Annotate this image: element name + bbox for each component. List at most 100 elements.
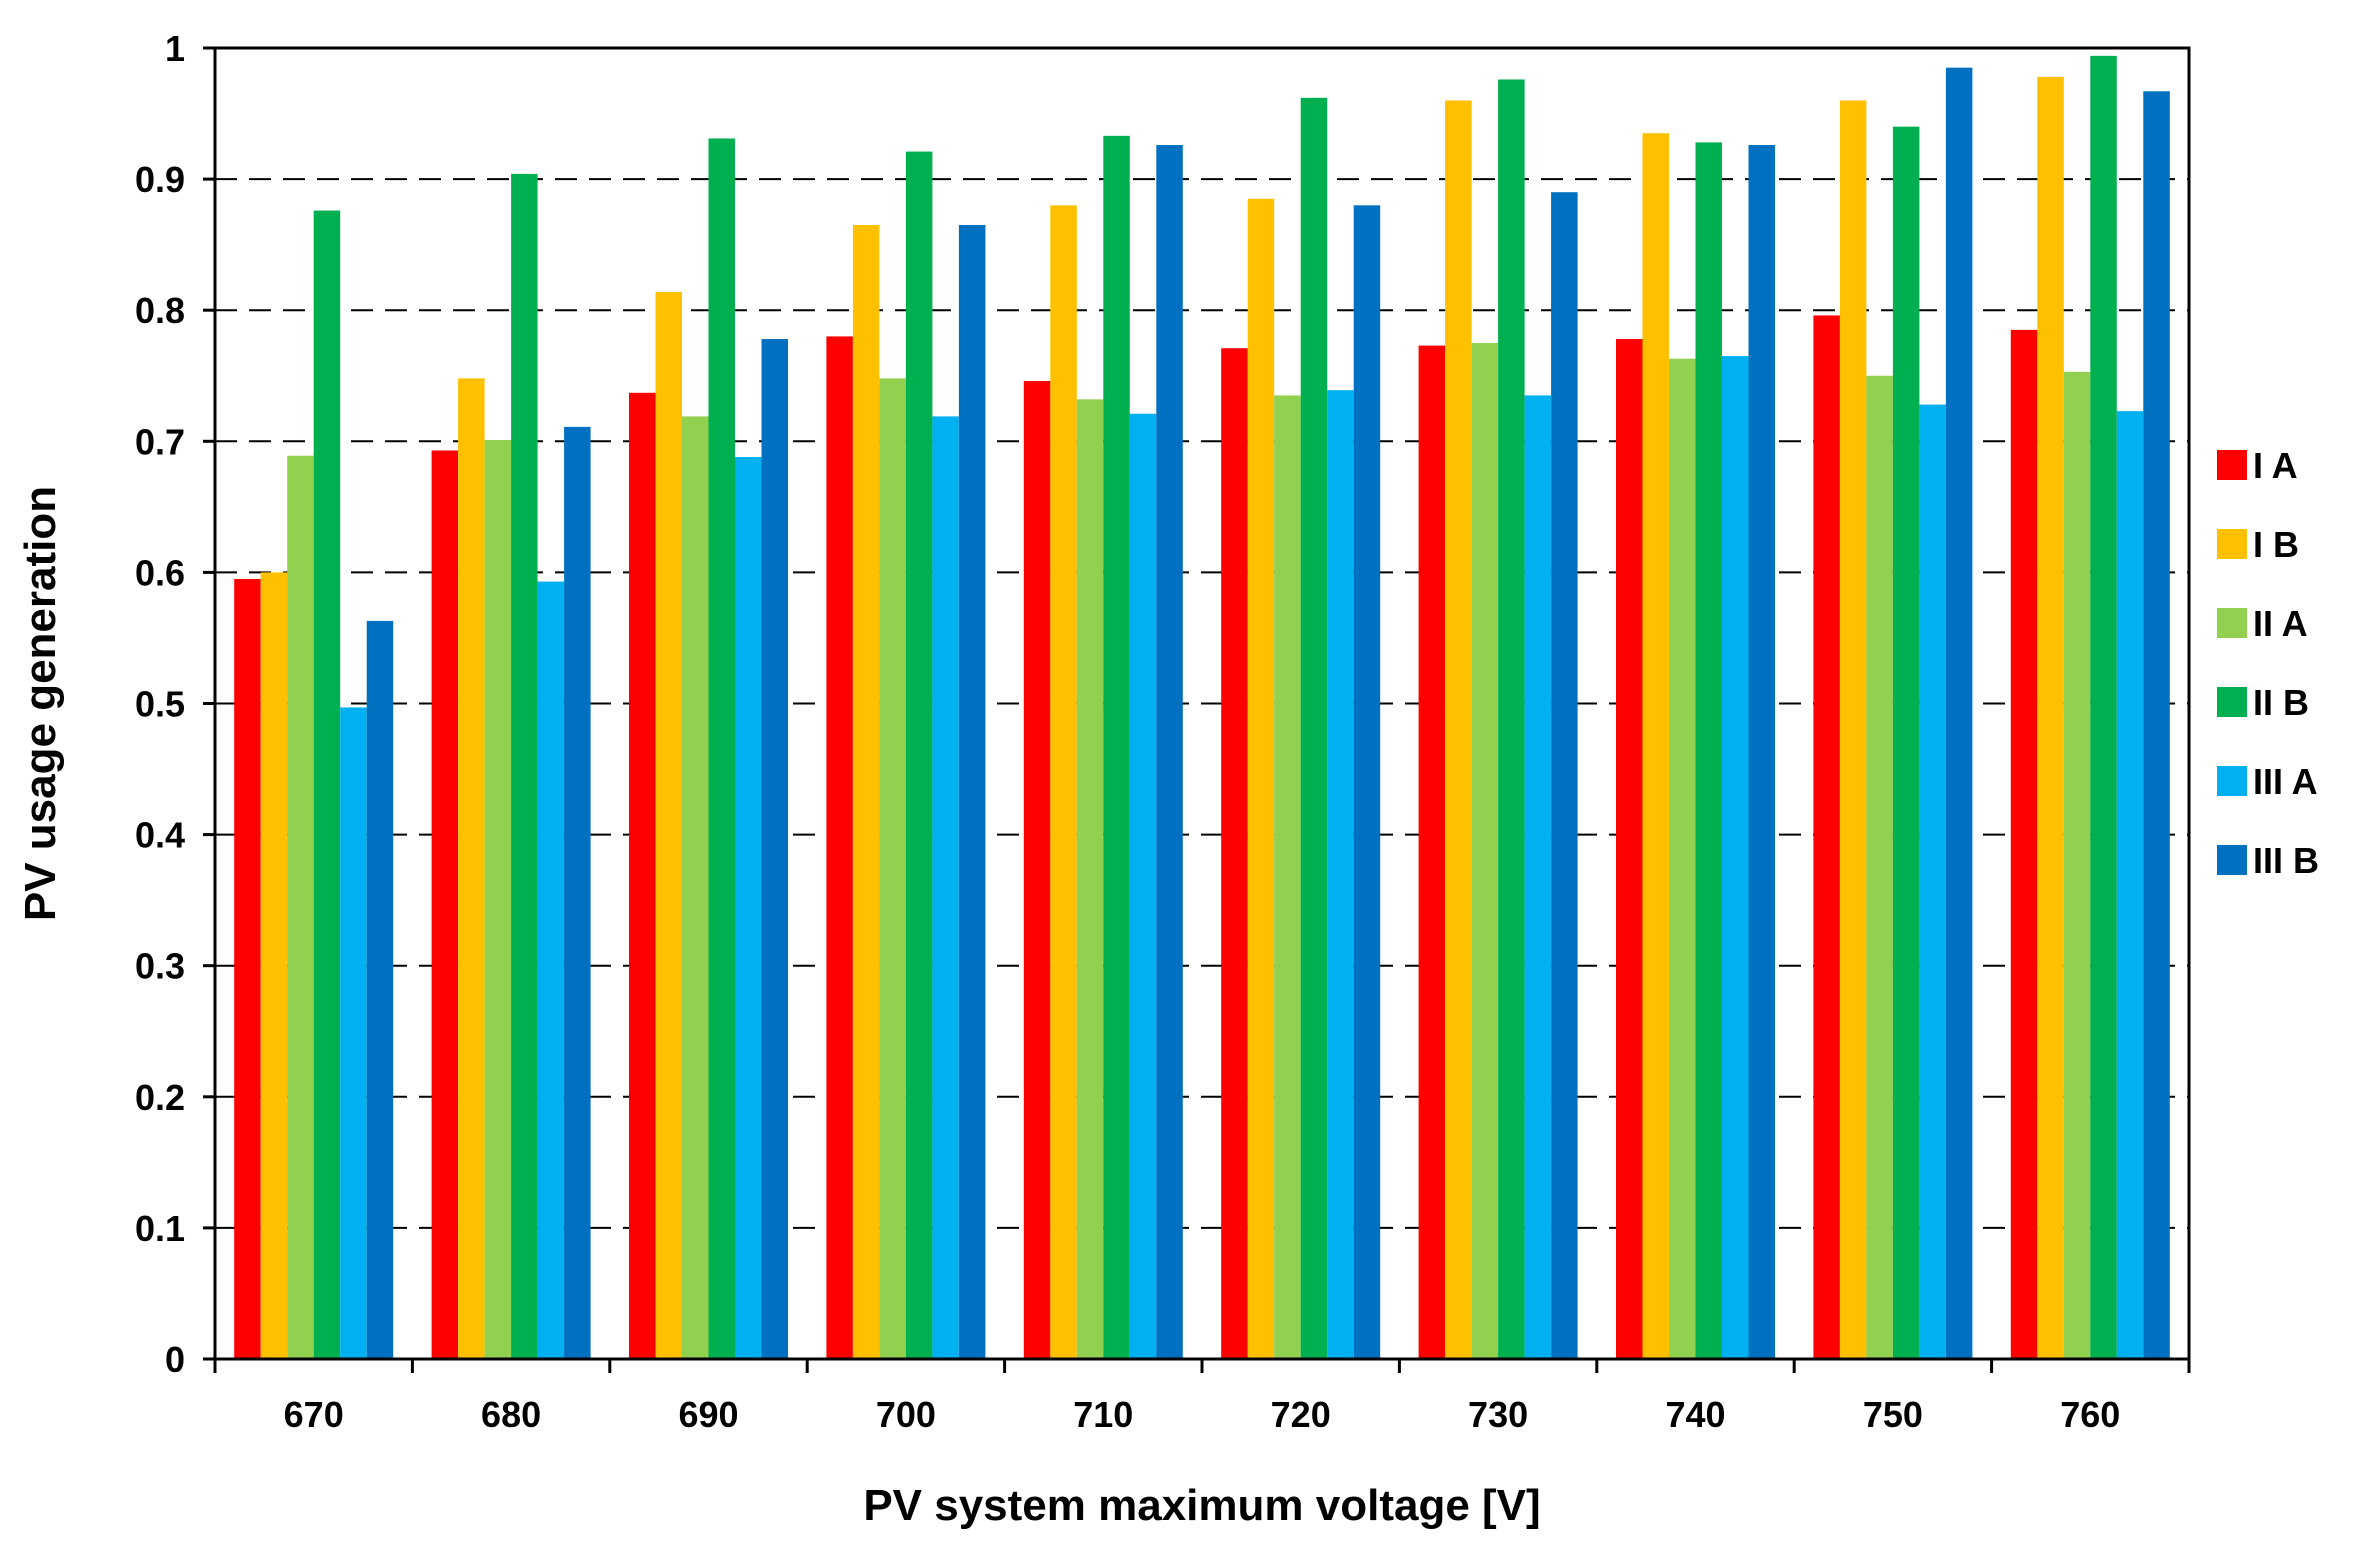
y-tick-label: 1 [165, 28, 185, 69]
bar-ii-b-690 [708, 138, 735, 1360]
bar-ii-b-700 [905, 151, 933, 1360]
bar-iii-b-670 [366, 620, 394, 1359]
bars [234, 55, 2170, 1360]
bar-ii-b-720 [1300, 97, 1328, 1360]
bar-iii-b-720 [1353, 205, 1381, 1359]
x-axis-title: PV system maximum voltage [V] [863, 1481, 1540, 1530]
legend-swatch [2217, 845, 2247, 875]
legend-swatch [2217, 450, 2247, 480]
x-tick-label: 740 [1665, 1394, 1725, 1435]
bar-iii-a-750 [1919, 404, 1946, 1359]
legend-label: I A [2253, 445, 2298, 486]
bar-i-a-730 [1418, 345, 1446, 1359]
y-tick-label: 0.7 [135, 421, 185, 462]
bar-ii-a-750 [1866, 375, 1893, 1359]
bar-iii-a-670 [340, 707, 367, 1359]
y-tick-label: 0.4 [135, 815, 185, 856]
y-axis-title: PV usage generation [16, 486, 65, 921]
bar-ii-b-670 [313, 210, 341, 1360]
y-tick-label: 0.3 [135, 946, 185, 987]
bar-ii-a-700 [879, 378, 906, 1359]
bar-ii-a-710 [1076, 399, 1104, 1359]
legend-label: III B [2253, 840, 2319, 881]
bar-i-b-730 [1445, 100, 1472, 1360]
legend-swatch [2217, 529, 2247, 559]
bar-ii-b-730 [1498, 79, 1525, 1360]
bar-ii-a-730 [1471, 342, 1499, 1360]
bar-i-b-720 [1247, 198, 1275, 1359]
bar-i-a-690 [629, 392, 656, 1360]
bar-i-a-760 [2010, 329, 2038, 1359]
bar-ii-b-750 [1892, 126, 1920, 1359]
bar-ii-a-690 [682, 416, 709, 1359]
x-tick-label: 720 [1271, 1394, 1331, 1435]
x-tick-label: 700 [876, 1394, 936, 1435]
bar-iii-b-700 [958, 224, 986, 1360]
bar-iii-b-750 [1945, 67, 1973, 1359]
bar-iii-a-720 [1327, 390, 1354, 1359]
bar-iii-a-690 [735, 457, 762, 1360]
bar-ii-b-760 [2090, 55, 2117, 1360]
x-tick-label: 680 [481, 1394, 541, 1435]
bar-i-b-760 [2037, 76, 2064, 1359]
axes: 0 0.1 0.2 0.3 0.4 0.5 0.6 0.7 0.8 0.9 1 670 680 690 70… [135, 28, 2191, 1435]
x-tick-label: 730 [1468, 1394, 1528, 1435]
bar-ii-b-710 [1103, 135, 1130, 1359]
bar-i-a-740 [1616, 339, 1643, 1359]
bar-iii-a-730 [1524, 395, 1552, 1359]
bar-ii-b-740 [1695, 142, 1722, 1360]
legend-label: III A [2253, 761, 2318, 802]
x-tick-label: 690 [678, 1394, 738, 1435]
bar-iii-a-680 [537, 581, 565, 1359]
x-tick-label: 760 [2060, 1394, 2120, 1435]
bar-i-a-720 [1221, 348, 1248, 1359]
bar-i-b-740 [1642, 133, 1669, 1360]
bar-iii-b-760 [2143, 91, 2170, 1360]
y-tick-label: 0.8 [135, 290, 185, 331]
legend-label: I B [2253, 524, 2299, 565]
bar-iii-a-700 [932, 416, 959, 1359]
legend-swatch [2217, 687, 2247, 717]
x-tick-label: 750 [1863, 1394, 1923, 1435]
y-tick-label: 0.2 [135, 1077, 185, 1118]
y-tick-label: 0.6 [135, 552, 185, 593]
bar-ii-a-670 [287, 455, 314, 1359]
bar-ii-b-680 [511, 173, 538, 1360]
bar-i-a-700 [826, 336, 853, 1359]
bar-iii-b-730 [1551, 192, 1578, 1360]
bar-i-b-750 [1839, 100, 1867, 1360]
bar-ii-a-680 [484, 439, 512, 1359]
bar-iii-a-760 [2116, 411, 2144, 1360]
bar-iii-b-680 [564, 426, 591, 1359]
bar-i-b-710 [1050, 205, 1077, 1359]
legend-label: II A [2253, 603, 2308, 644]
bar-i-b-700 [852, 224, 880, 1360]
bar-i-a-750 [1813, 315, 1840, 1360]
bar-i-b-670 [260, 572, 288, 1359]
bar-i-a-670 [234, 578, 261, 1359]
bar-i-a-710 [1023, 380, 1051, 1359]
legend-swatch [2217, 766, 2247, 796]
bar-iii-a-740 [1722, 356, 1749, 1360]
bar-iii-a-710 [1129, 413, 1157, 1359]
bar-iii-b-690 [761, 339, 788, 1359]
x-tick-label: 710 [1073, 1394, 1133, 1435]
bar-i-b-690 [655, 291, 682, 1360]
bar-ii-a-760 [2063, 371, 2091, 1359]
bar-i-b-680 [458, 378, 485, 1359]
bar-iii-b-740 [1748, 145, 1775, 1359]
x-tick-label: 670 [284, 1394, 344, 1435]
bar-ii-a-720 [1274, 395, 1301, 1359]
y-tick-label: 0.5 [135, 684, 185, 725]
y-tick-label: 0.1 [135, 1208, 185, 1249]
y-tick-label: 0 [165, 1339, 185, 1380]
plot-frame [213, 46, 2191, 1361]
y-tick-label: 0.9 [135, 159, 185, 200]
bar-i-a-680 [431, 450, 459, 1359]
legend: I A I B II A II B III A III B [2217, 445, 2319, 881]
legend-swatch [2217, 608, 2247, 638]
bar-iii-b-710 [1156, 145, 1183, 1359]
legend-label: II B [2253, 682, 2309, 723]
